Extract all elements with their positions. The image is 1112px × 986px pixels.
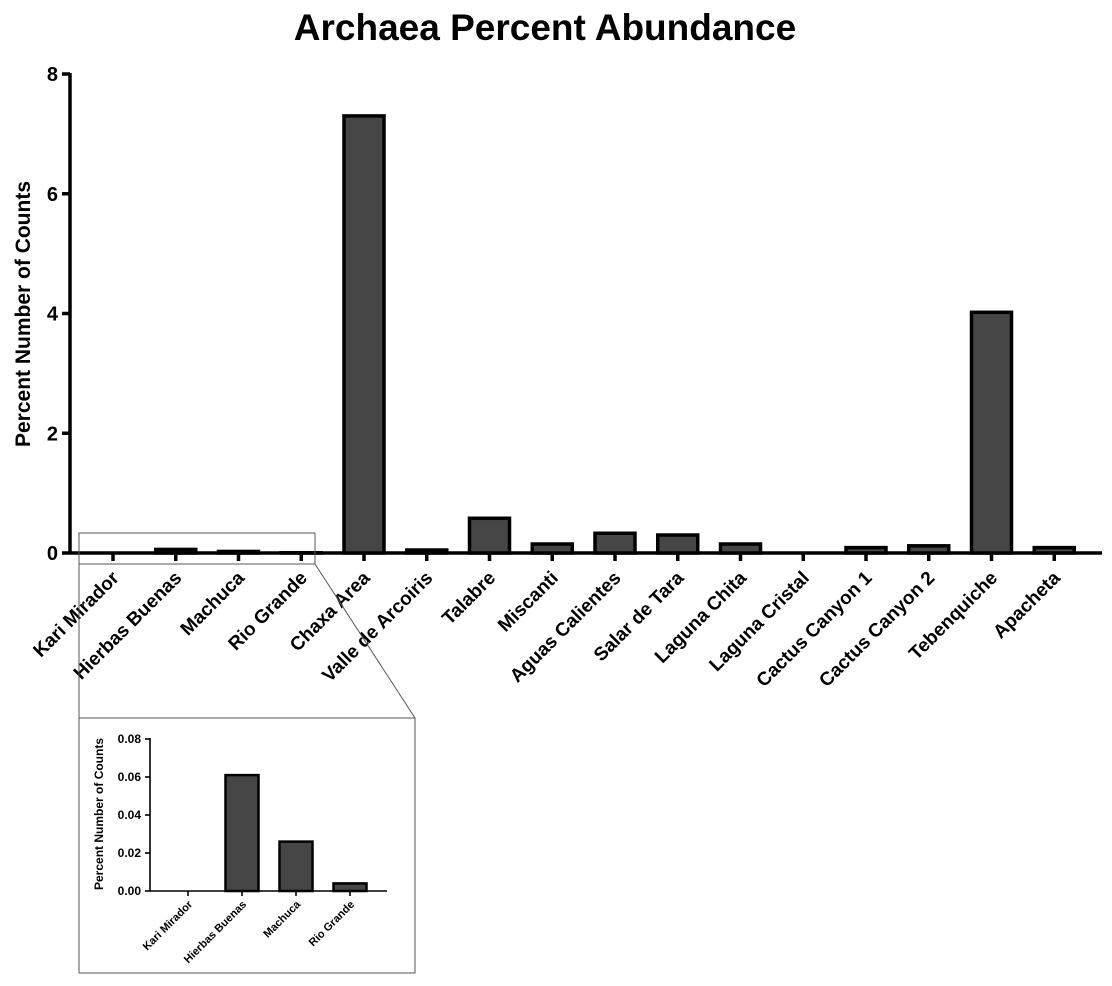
zoom-region-box [78,532,316,565]
bar [216,549,261,555]
inset-y-tick-label: 0.06 [118,770,142,784]
bar [844,545,888,555]
inset-bar [278,840,314,893]
x-tick-label: Talabre [438,568,500,630]
bar [969,310,1014,555]
bar [656,533,700,555]
y-tick-label: 8 [47,64,58,86]
inset-bar [332,882,368,893]
y-tick-label: 6 [47,184,58,206]
bar [718,542,763,555]
bar [154,547,198,555]
inset-y-axis-label: Percent Number of Counts [92,738,106,890]
y-axis-label: Percent Number of Counts [12,181,35,447]
chart-title: Archaea Percent Abundance [294,7,796,48]
inset-y-tick-label: 0.02 [118,846,142,860]
bar [593,531,637,555]
bar [342,114,386,555]
inset-y-tick-label: 0.08 [118,732,142,746]
x-tick-label: Hierbas Buenas [70,568,186,684]
zoom-connector-right [314,563,416,719]
bar [530,542,574,555]
x-tick-label: Cactus Canyon 1 [753,567,877,691]
y-tick-label: 4 [47,304,59,326]
x-tick-label: Valle de Arcoiris [318,568,437,687]
x-tick-label: Cactus Canyon 2 [815,568,939,692]
inset-x-tick-label: Kari Mirador [141,898,196,953]
y-tick-label: 0 [47,543,58,565]
x-tick-label: Apacheta [989,567,1065,643]
inset-y-tick-label: 0.04 [118,808,142,822]
x-tick-label: Aguas Calientes [506,568,625,687]
bar [405,548,449,555]
bar [907,544,951,555]
bar [467,516,512,555]
inset-bar [224,773,260,893]
inset-y-tick-label: 0.00 [118,884,142,898]
bar [1032,545,1076,555]
inset-frame [78,717,416,974]
y-tick-label: 2 [47,423,58,445]
inset-x-tick-label: Machuca [261,898,303,940]
inset-x-tick-label: Rio Grande [307,899,357,949]
